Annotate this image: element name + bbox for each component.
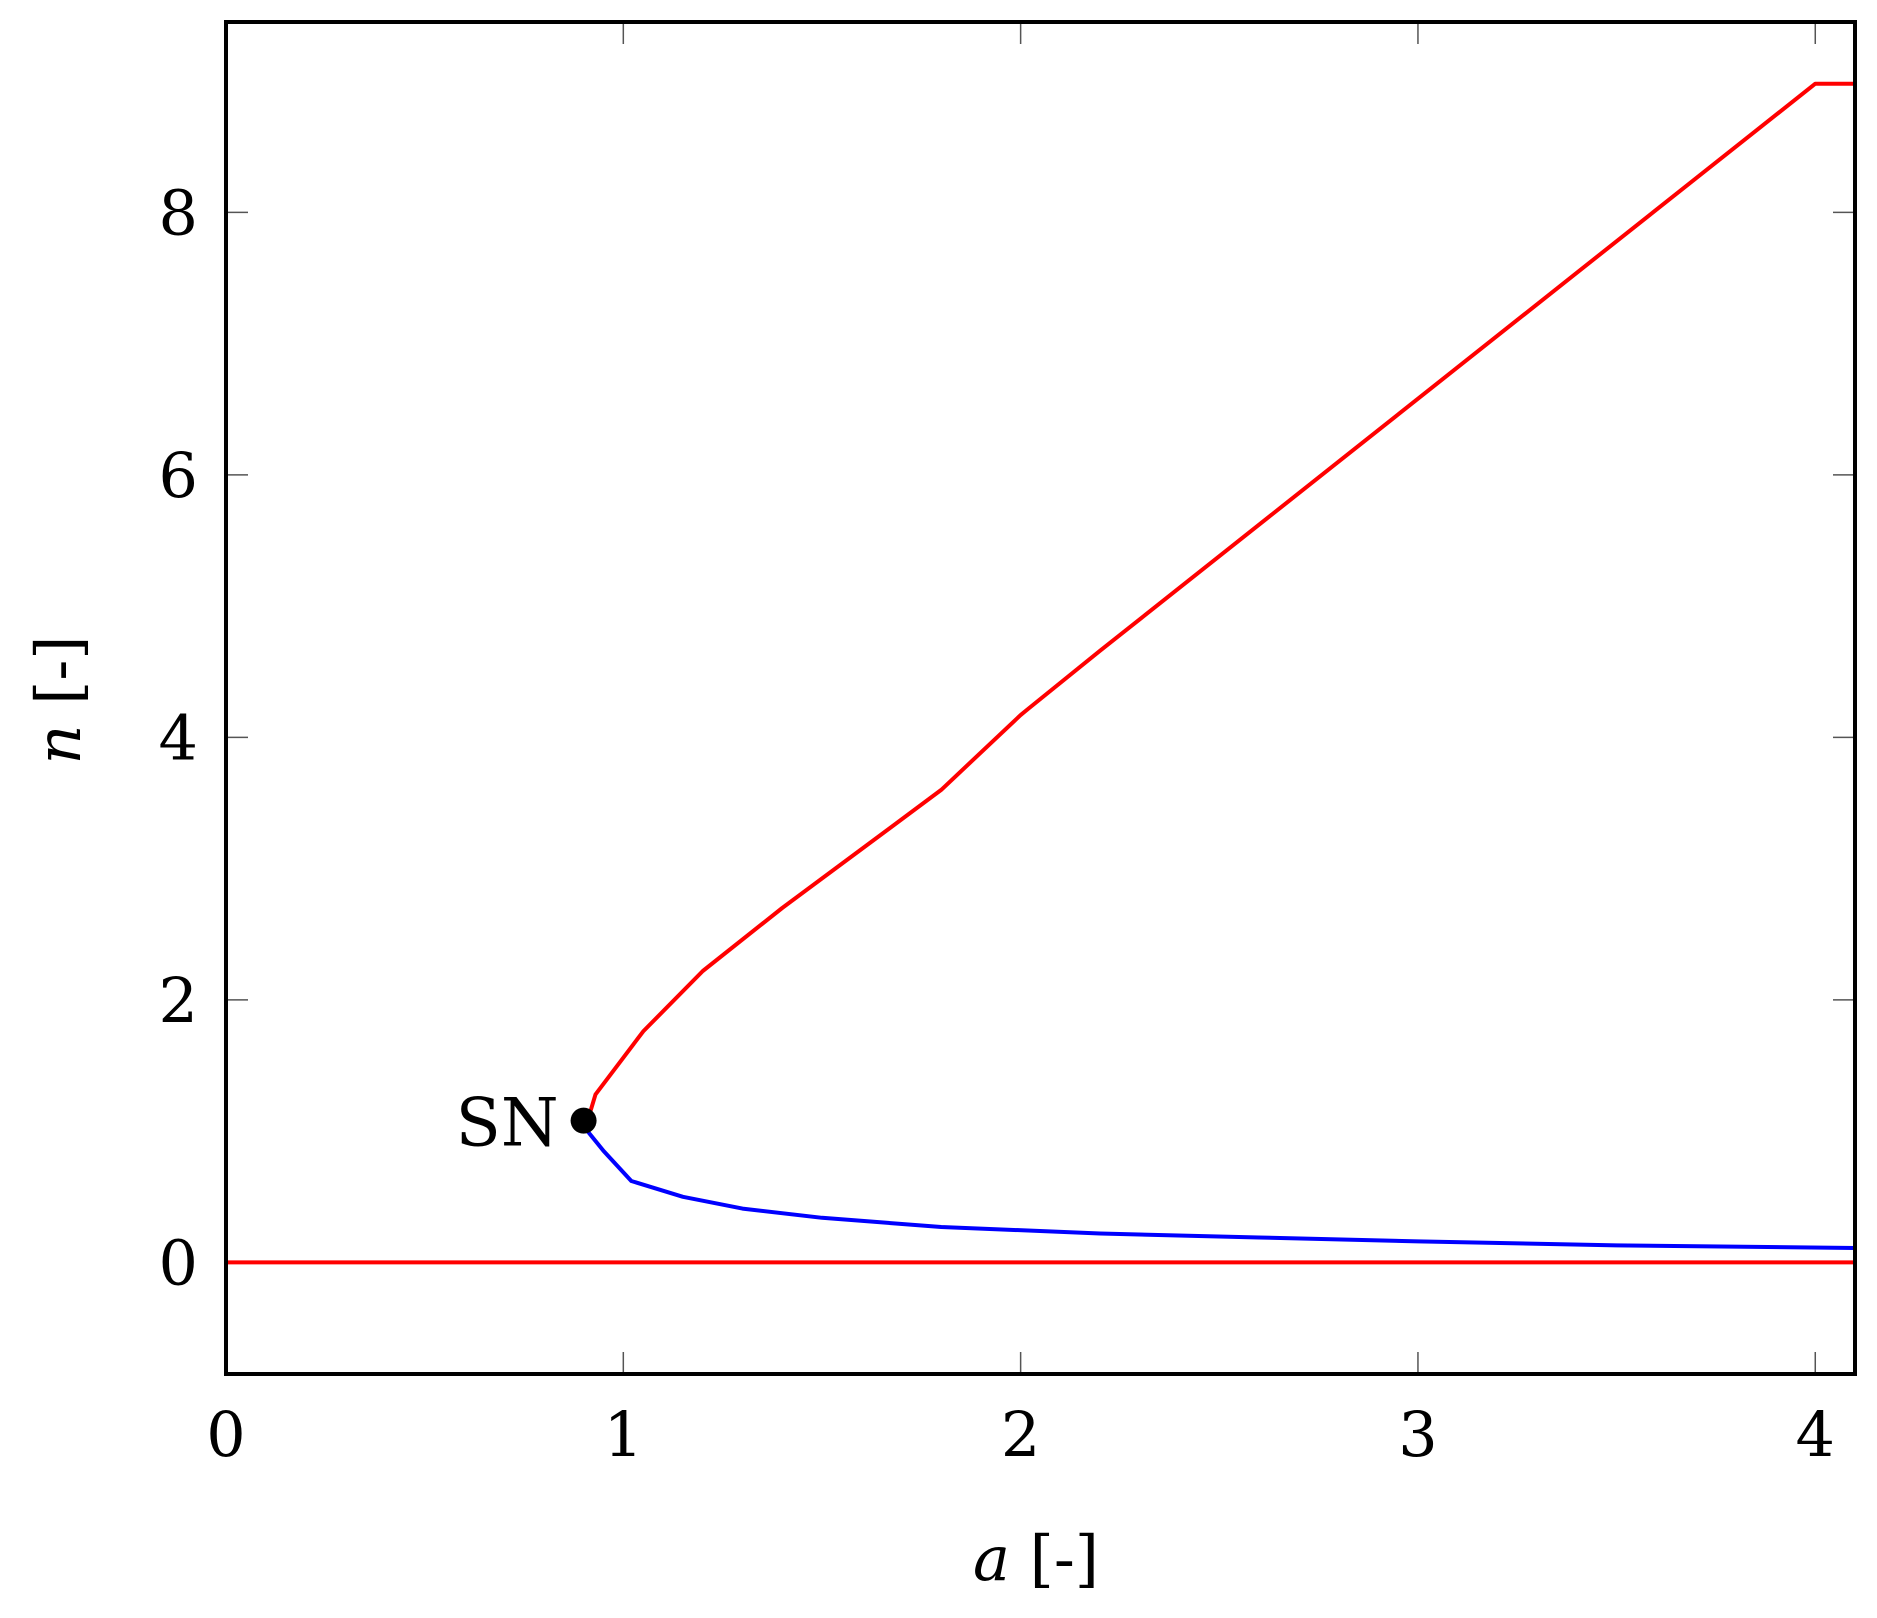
y-axis-label: n [-] [22, 636, 95, 765]
x-tick-label: 1 [604, 1398, 643, 1471]
y-tick-label: 6 [159, 439, 198, 512]
x-tick-labels: 0 1 2 3 4 [206, 1398, 1835, 1471]
plot-frame [224, 20, 1857, 1376]
sn-label: SN [456, 1085, 559, 1162]
x-axis-label: a [-] [973, 1522, 1099, 1595]
x-axis-unit: [-] [1010, 1522, 1099, 1595]
y-axis-variable: n [22, 725, 95, 765]
series-layer [226, 81, 1856, 1265]
sn-point [570, 1107, 597, 1134]
annotation-layer: SN [456, 1085, 597, 1162]
x-axis-variable: a [973, 1522, 1010, 1595]
y-tick-label: 2 [159, 964, 198, 1037]
y-tick-label: 0 [159, 1226, 198, 1299]
series-line-0 [585, 81, 1855, 1122]
y-tick-label: 8 [159, 176, 198, 249]
x-tick-label: 2 [1001, 1398, 1040, 1471]
series-line-1 [586, 1129, 1856, 1250]
y-tick-labels: 0 2 4 6 8 [159, 176, 198, 1299]
x-tick-label: 3 [1398, 1398, 1437, 1471]
x-tick-label: 4 [1796, 1398, 1835, 1471]
y-tick-label: 4 [159, 701, 198, 774]
x-tick-label: 0 [206, 1398, 245, 1471]
y-axis-unit: [-] [22, 636, 95, 725]
